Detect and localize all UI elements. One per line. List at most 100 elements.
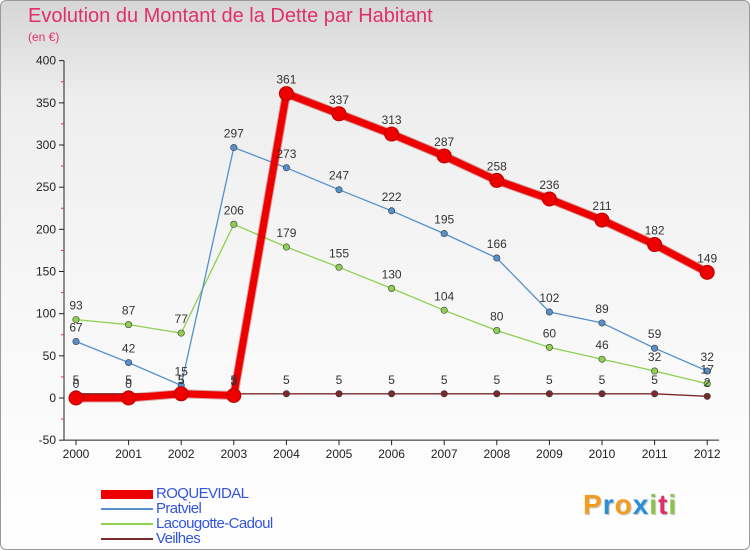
data-label: 5 — [178, 373, 185, 387]
y-tick-label: -50 — [39, 433, 57, 447]
data-label: 195 — [434, 213, 454, 227]
legend-label: Pratviel — [156, 500, 202, 517]
legend-label: ROQUEVIDAL — [156, 485, 249, 502]
data-label: 77 — [175, 312, 189, 326]
data-label: 32 — [701, 350, 715, 364]
y-tick-label: 300 — [36, 138, 56, 152]
data-point — [493, 254, 501, 262]
data-point — [594, 212, 610, 228]
data-point — [545, 390, 553, 398]
data-label: 211 — [592, 199, 611, 213]
data-label: 337 — [329, 93, 349, 107]
legend-swatch — [101, 508, 153, 510]
y-tick-label: 150 — [36, 265, 56, 279]
data-point — [121, 390, 137, 406]
data-point — [545, 343, 553, 351]
data-label: 5 — [546, 373, 553, 387]
data-point — [436, 148, 452, 164]
data-point — [651, 344, 659, 352]
data-label: 17 — [701, 363, 715, 377]
data-point — [440, 230, 448, 238]
data-label: 5 — [230, 373, 237, 387]
x-tick-label: 2005 — [326, 447, 353, 461]
x-tick-label: 2001 — [115, 447, 142, 461]
data-label: 59 — [648, 327, 662, 341]
data-label: 102 — [539, 291, 559, 305]
data-label: 0 — [73, 377, 80, 391]
data-point — [125, 359, 133, 367]
data-label: 5 — [125, 373, 132, 387]
x-tick-label: 2009 — [536, 447, 563, 461]
y-tick-label: 200 — [36, 222, 56, 236]
data-point — [699, 264, 715, 280]
legend-swatch — [101, 523, 153, 525]
data-point — [384, 126, 400, 142]
x-tick-label: 2000 — [63, 447, 90, 461]
data-point — [335, 390, 343, 398]
data-label: 313 — [382, 113, 402, 127]
data-label: 5 — [441, 373, 448, 387]
y-tick-label: 400 — [36, 54, 56, 68]
data-label: 222 — [382, 190, 402, 204]
data-label: 89 — [595, 302, 609, 316]
data-label: 93 — [69, 299, 83, 313]
data-label: 2 — [704, 375, 711, 389]
data-point — [282, 164, 290, 172]
data-label: 361 — [276, 73, 296, 87]
series-roquevidal — [68, 86, 715, 406]
data-point — [335, 186, 343, 194]
data-point — [651, 390, 659, 398]
data-point — [647, 237, 663, 253]
data-label: 287 — [434, 135, 454, 149]
x-tick-label: 2006 — [378, 447, 405, 461]
data-point — [493, 390, 501, 398]
y-tick-label: 350 — [36, 96, 56, 110]
data-point — [703, 380, 711, 388]
data-point — [282, 243, 290, 251]
data-point — [282, 390, 290, 398]
data-point — [173, 386, 189, 402]
data-label: 206 — [224, 203, 244, 217]
data-point — [703, 392, 711, 400]
logo-letter: i — [649, 489, 659, 520]
data-point — [230, 144, 238, 152]
data-point — [72, 316, 80, 324]
y-tick-label: 100 — [36, 307, 56, 321]
data-point — [68, 390, 84, 406]
logo-letter: P — [583, 489, 603, 520]
logo-letter: t — [658, 489, 669, 520]
data-point — [545, 308, 553, 316]
data-point — [125, 321, 133, 329]
data-label: 3 — [230, 374, 237, 388]
data-label: 15 — [175, 364, 189, 378]
data-point — [226, 387, 242, 403]
legend-label: Lacougotte-Cadoul — [156, 515, 273, 532]
y-tick-label: 0 — [49, 391, 56, 405]
x-tick-label: 2004 — [273, 447, 300, 461]
data-point — [230, 220, 238, 228]
data-label: 5 — [178, 373, 185, 387]
data-label: 258 — [487, 159, 507, 173]
legend-swatch — [101, 490, 153, 499]
y-tick-label: 50 — [43, 349, 57, 363]
chart-title: Evolution du Montant de la Dette par Hab… — [28, 5, 433, 27]
data-point — [598, 390, 606, 398]
data-label: 80 — [490, 310, 504, 324]
data-point — [72, 337, 80, 345]
data-label: 0 — [125, 377, 132, 391]
data-point — [703, 367, 711, 375]
x-tick-label: 2008 — [483, 447, 510, 461]
x-tick-label: 2012 — [694, 447, 721, 461]
data-label: 247 — [329, 169, 349, 183]
data-label: 5 — [73, 373, 80, 387]
data-label: 179 — [276, 226, 296, 240]
plot-area: 5 5 5 5 5 5 5 5 5 5 5 5 2 93 87 77 206 179 155 130 104 80 60 46… — [68, 73, 718, 406]
data-label: 46 — [595, 338, 609, 352]
data-label: 5 — [493, 373, 500, 387]
data-point — [489, 172, 505, 188]
data-point — [598, 319, 606, 327]
data-point — [388, 207, 396, 215]
data-label: 67 — [69, 320, 83, 334]
